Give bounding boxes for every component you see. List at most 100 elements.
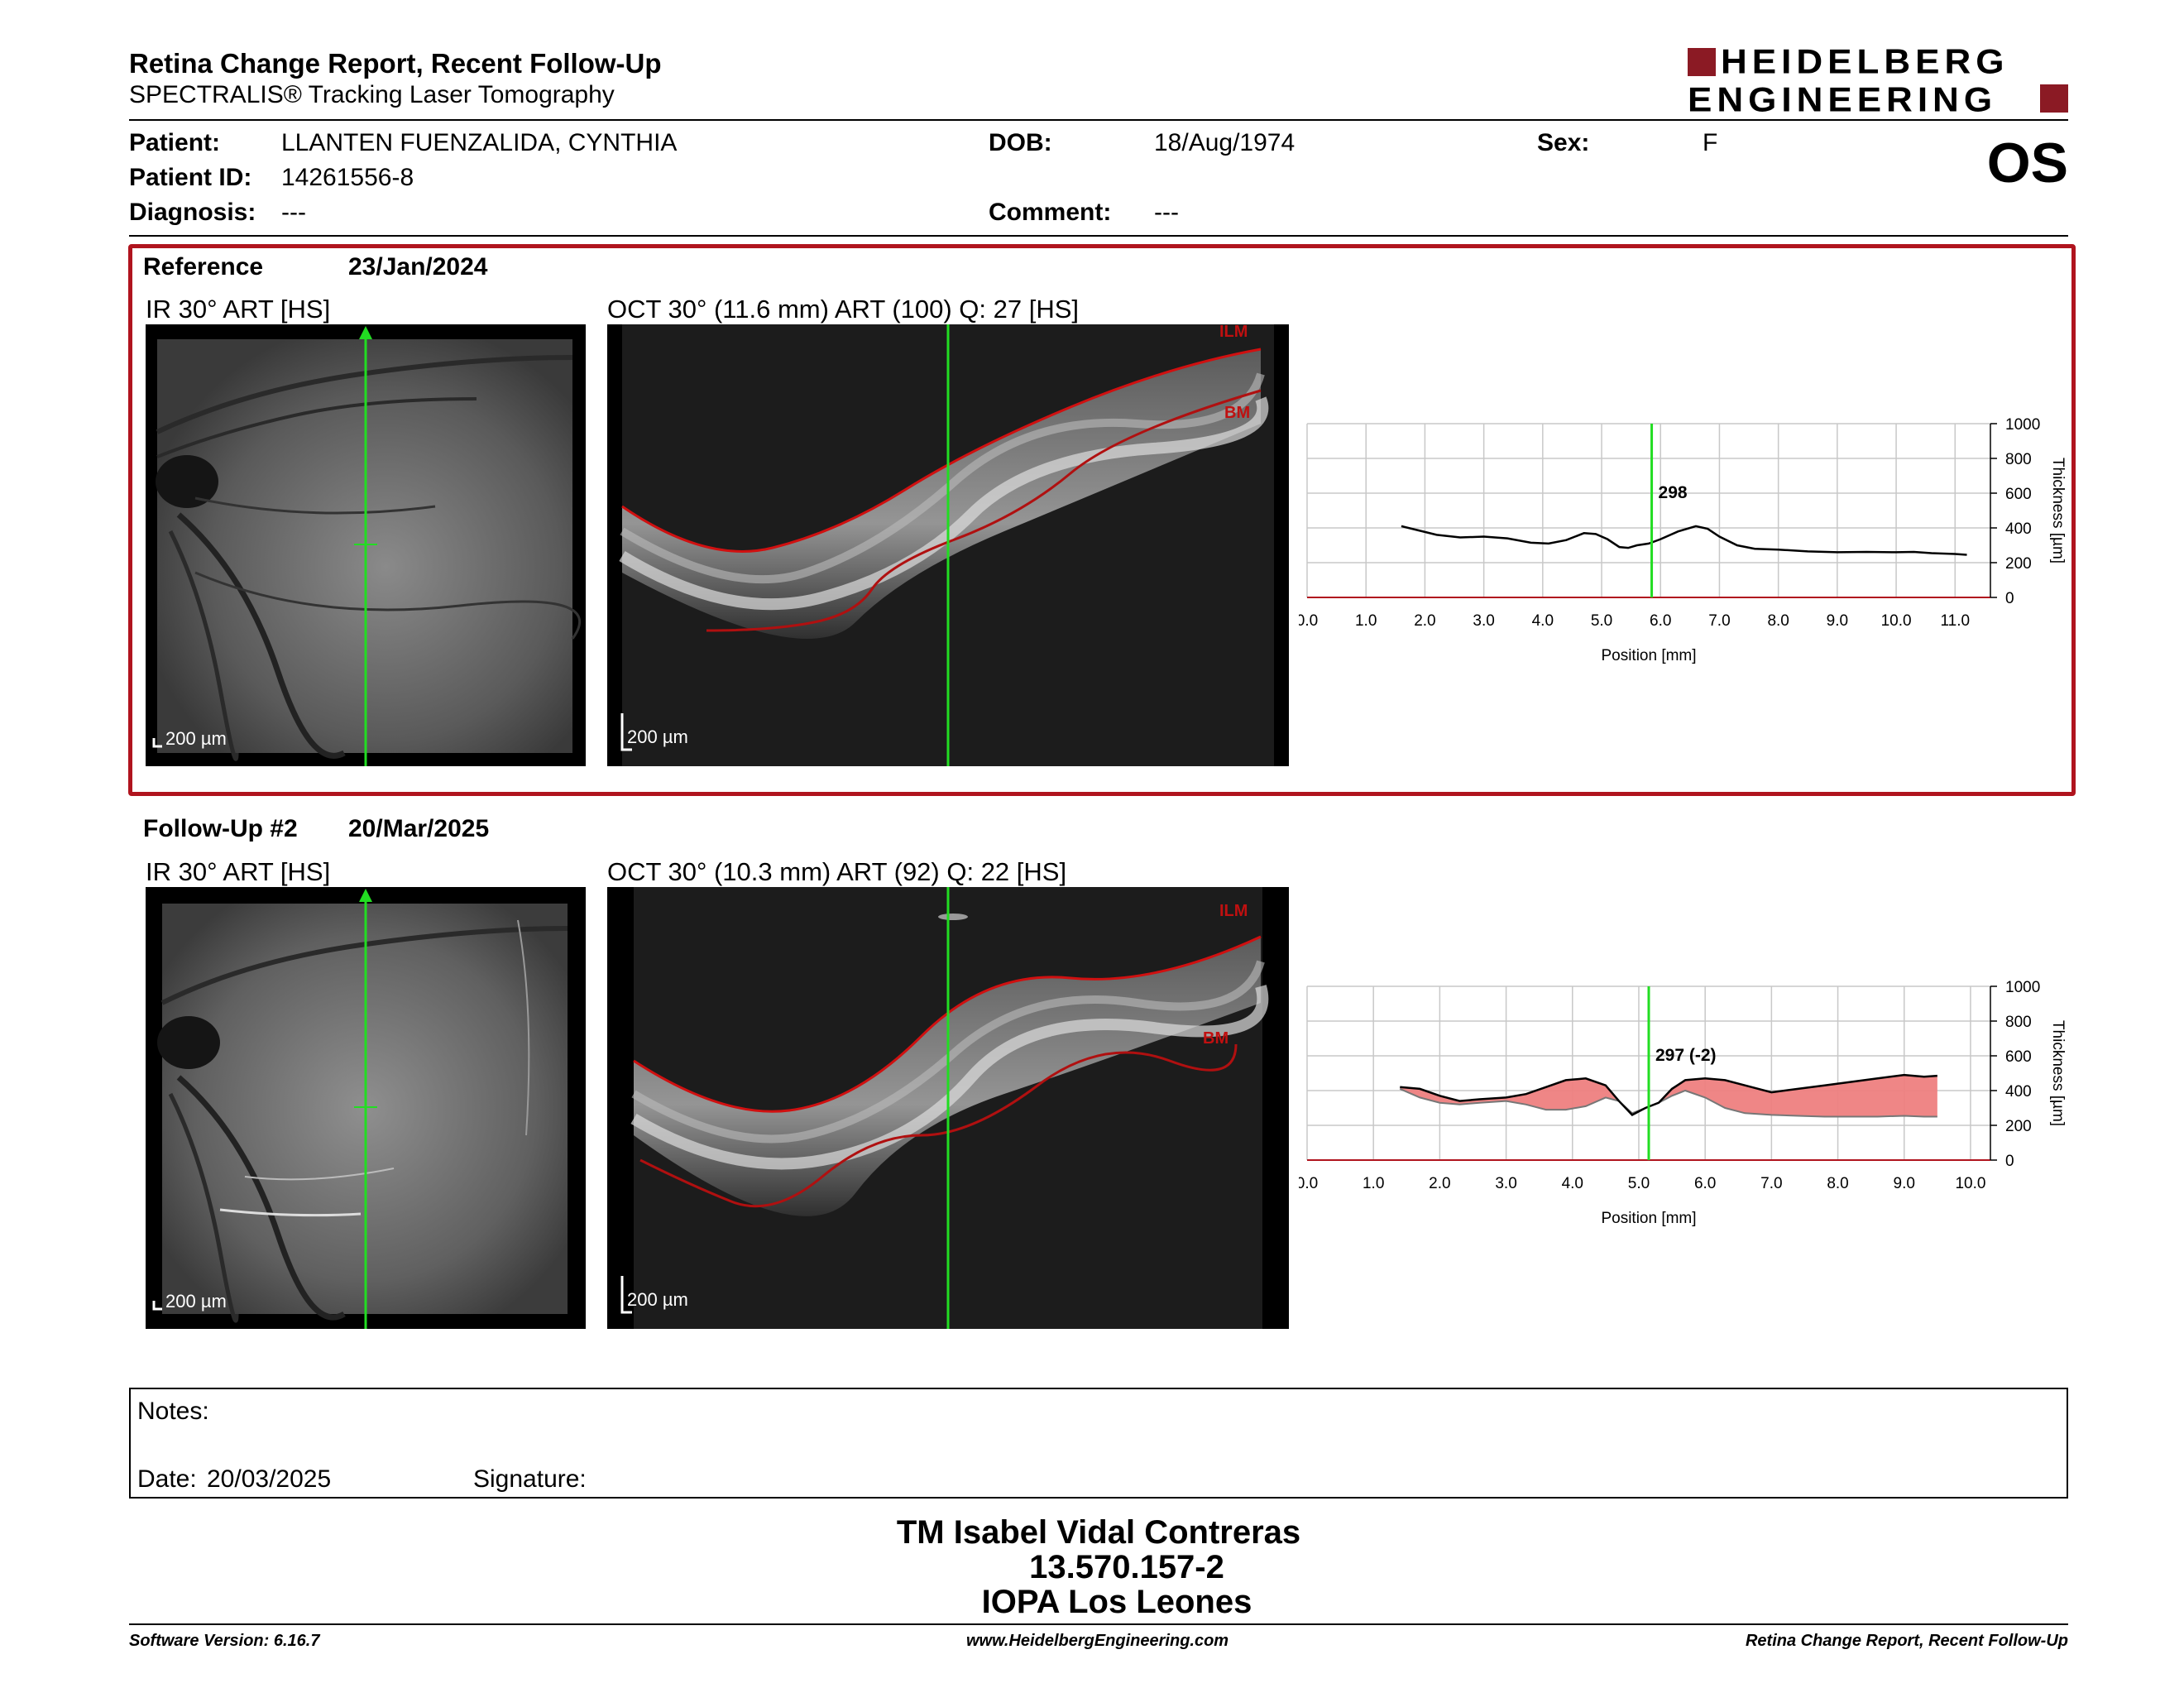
signatory-name: TM Isabel Vidal Contreras (896, 1514, 1301, 1551)
chart-x-tick-label: 7.0 (1708, 612, 1730, 630)
reference-label: Reference (143, 253, 264, 281)
footer-software: Software Version: 6.16.7 (129, 1632, 320, 1650)
logo-square-top (1688, 48, 1716, 76)
logo-line2: ENGINEERING (1688, 80, 1998, 119)
report-title: Retina Change Report, Recent Follow-Up (129, 48, 662, 79)
chart-x-tick-label: 7.0 (1760, 1175, 1782, 1192)
followup-oct-scale: 200 µm (627, 1289, 688, 1310)
chart-x-tick-label: 0.0 (1299, 612, 1318, 630)
notes-label: Notes: (137, 1398, 209, 1425)
footer-website[interactable]: www.HeidelbergEngineering.com (966, 1632, 1229, 1650)
chart-x-tick-label: 10.0 (1881, 612, 1912, 630)
chart-x-tick-label: 5.0 (1591, 612, 1612, 630)
followup-thickness-chart: 0 200 400 600 800 1000 0.0 1.0 2.0 3.0 4.0 5.0 6.0 7.… (1296, 973, 2068, 1246)
diagnosis-label: Diagnosis: (129, 199, 256, 226)
chart-cursor-label: 297 (-2) (1655, 1046, 1717, 1065)
chart-x-tick-label: 5.0 (1628, 1175, 1650, 1192)
followup-ir-scale: 200 µm (165, 1291, 227, 1312)
chart-x-tick-label: 2.0 (1414, 612, 1435, 630)
chart-y-axis-label: Thickness [µm] (2049, 1020, 2067, 1126)
patient-name: LLANTEN FUENZALIDA, CYNTHIA (281, 129, 678, 156)
chart-x-tick-label: 6.0 (1694, 1175, 1716, 1192)
chart-x-tick-label: 11.0 (1940, 612, 1970, 630)
footer-report-name: Retina Change Report, Recent Follow-Up (1745, 1632, 2068, 1650)
chart-y-tick-label: 800 (2005, 1014, 2032, 1031)
reference-bm-label: BM (1224, 404, 1251, 422)
reference-thickness-chart-svg: 0 200 400 600 800 1000 0.0 1.0 2.0 3.0 4.0 5.0 6.0 7.… (1296, 416, 2067, 664)
reference-date: 23/Jan/2024 (348, 253, 488, 281)
patient-divider (129, 235, 2068, 237)
notes-box[interactable]: Notes: Date: 20/03/2025 Signature: (129, 1388, 2068, 1499)
chart-y-tick-label: 1000 (2005, 416, 2040, 434)
followup-bm-label: BM (1203, 1029, 1229, 1048)
chart-y-tick-label: 800 (2005, 451, 2032, 468)
logo-line1: HEIDELBERG (1721, 42, 2009, 81)
reference-ilm-label: ILM (1219, 324, 1248, 341)
chart-series-line (1401, 525, 1967, 556)
signatory-institution: IOPA Los Leones (981, 1584, 1252, 1620)
chart-series-line-followup (1400, 1073, 1937, 1116)
chart-cursor-label: 298 (1659, 483, 1688, 502)
header-divider (129, 119, 2068, 121)
reference-oct-image[interactable]: ILM BM 200 µm (607, 324, 1289, 766)
chart-x-tick-label: 2.0 (1429, 1175, 1450, 1192)
reference-ir-image[interactable]: 200 µm (146, 324, 586, 766)
reference-ir-scale: 200 µm (165, 728, 227, 749)
chart-y-tick-label: 600 (2005, 1048, 2032, 1066)
reference-thickness-chart: 0 200 400 600 800 1000 0.0 1.0 2.0 3.0 4.0 5.0 6.0 7.… (1296, 410, 2068, 683)
comment-value: --- (1154, 199, 1179, 226)
chart-x-tick-label: 3.0 (1495, 1175, 1516, 1192)
chart-y-tick-label: 600 (2005, 486, 2032, 503)
notes-date-value: 20/03/2025 (207, 1465, 332, 1493)
notes-date-label: Date: (137, 1465, 197, 1493)
followup-thickness-chart-svg: 0 200 400 600 800 1000 0.0 1.0 2.0 3.0 4.0 5.0 6.0 7.… (1296, 979, 2067, 1227)
chart-y-tick-label: 0 (2005, 1153, 2014, 1170)
reference-oct-caption: OCT 30° (11.6 mm) ART (100) Q: 27 [HS] (607, 295, 1080, 324)
chart-y-axis-label: Thickness [µm] (2049, 458, 2067, 563)
reference-ir-caption: IR 30° ART [HS] (146, 295, 331, 324)
followup-oct-image[interactable]: ILM BM 200 µm (607, 887, 1289, 1329)
chart-y-tick-label: 0 (2005, 590, 2014, 607)
followup-label: Follow-Up #2 (143, 815, 298, 842)
footer-divider (129, 1623, 2068, 1625)
reference-oct-scale: 200 µm (627, 727, 688, 747)
followup-ir-caption: IR 30° ART [HS] (146, 857, 331, 886)
chart-y-tick-label: 400 (2005, 520, 2032, 538)
dob-value: 18/Aug/1974 (1154, 129, 1296, 156)
notes-signature-label: Signature: (473, 1465, 587, 1493)
chart-x-tick-label: 8.0 (1827, 1175, 1848, 1192)
chart-x-tick-label: 3.0 (1473, 612, 1494, 630)
chart-x-tick-label: 4.0 (1562, 1175, 1583, 1192)
heidelberg-logo: HEIDELBERG ENGINEERING (1688, 42, 2068, 119)
chart-x-tick-label: 9.0 (1827, 612, 1848, 630)
chart-x-tick-label: 6.0 (1650, 612, 1671, 630)
report-subtitle: SPECTRALIS® Tracking Laser Tomography (129, 81, 615, 108)
chart-y-tick-label: 1000 (2005, 979, 2040, 996)
patient-id: 14261556-8 (281, 164, 414, 191)
comment-label: Comment: (989, 199, 1112, 226)
chart-x-tick-label: 10.0 (1955, 1175, 1985, 1192)
signatory-rut: 13.570.157-2 (1029, 1549, 1224, 1585)
chart-y-tick-label: 200 (2005, 1118, 2032, 1135)
reference-box (128, 244, 2076, 796)
chart-x-tick-label: 1.0 (1355, 612, 1377, 630)
eye-label: OS (1986, 132, 2068, 194)
followup-date: 20/Mar/2025 (348, 815, 490, 842)
chart-x-tick-label: 4.0 (1532, 612, 1554, 630)
chart-x-tick-label: 8.0 (1767, 612, 1789, 630)
chart-x-axis-label: Position [mm] (1601, 1210, 1696, 1227)
chart-x-tick-label: 0.0 (1299, 1175, 1318, 1192)
diagnosis-value: --- (281, 199, 306, 226)
sex-value: F (1703, 129, 1718, 156)
followup-ilm-label: ILM (1219, 902, 1248, 920)
dob-label: DOB: (989, 129, 1052, 156)
chart-x-axis-label: Position [mm] (1601, 647, 1696, 664)
patient-label: Patient: (129, 129, 221, 156)
sex-label: Sex: (1537, 129, 1590, 156)
patient-id-label: Patient ID: (129, 164, 252, 191)
chart-x-tick-label: 9.0 (1894, 1175, 1915, 1192)
chart-x-tick-label: 1.0 (1363, 1175, 1384, 1192)
followup-ir-image[interactable]: 200 µm (146, 887, 586, 1329)
chart-y-tick-label: 400 (2005, 1083, 2032, 1101)
logo-square-bottom (2040, 84, 2068, 113)
